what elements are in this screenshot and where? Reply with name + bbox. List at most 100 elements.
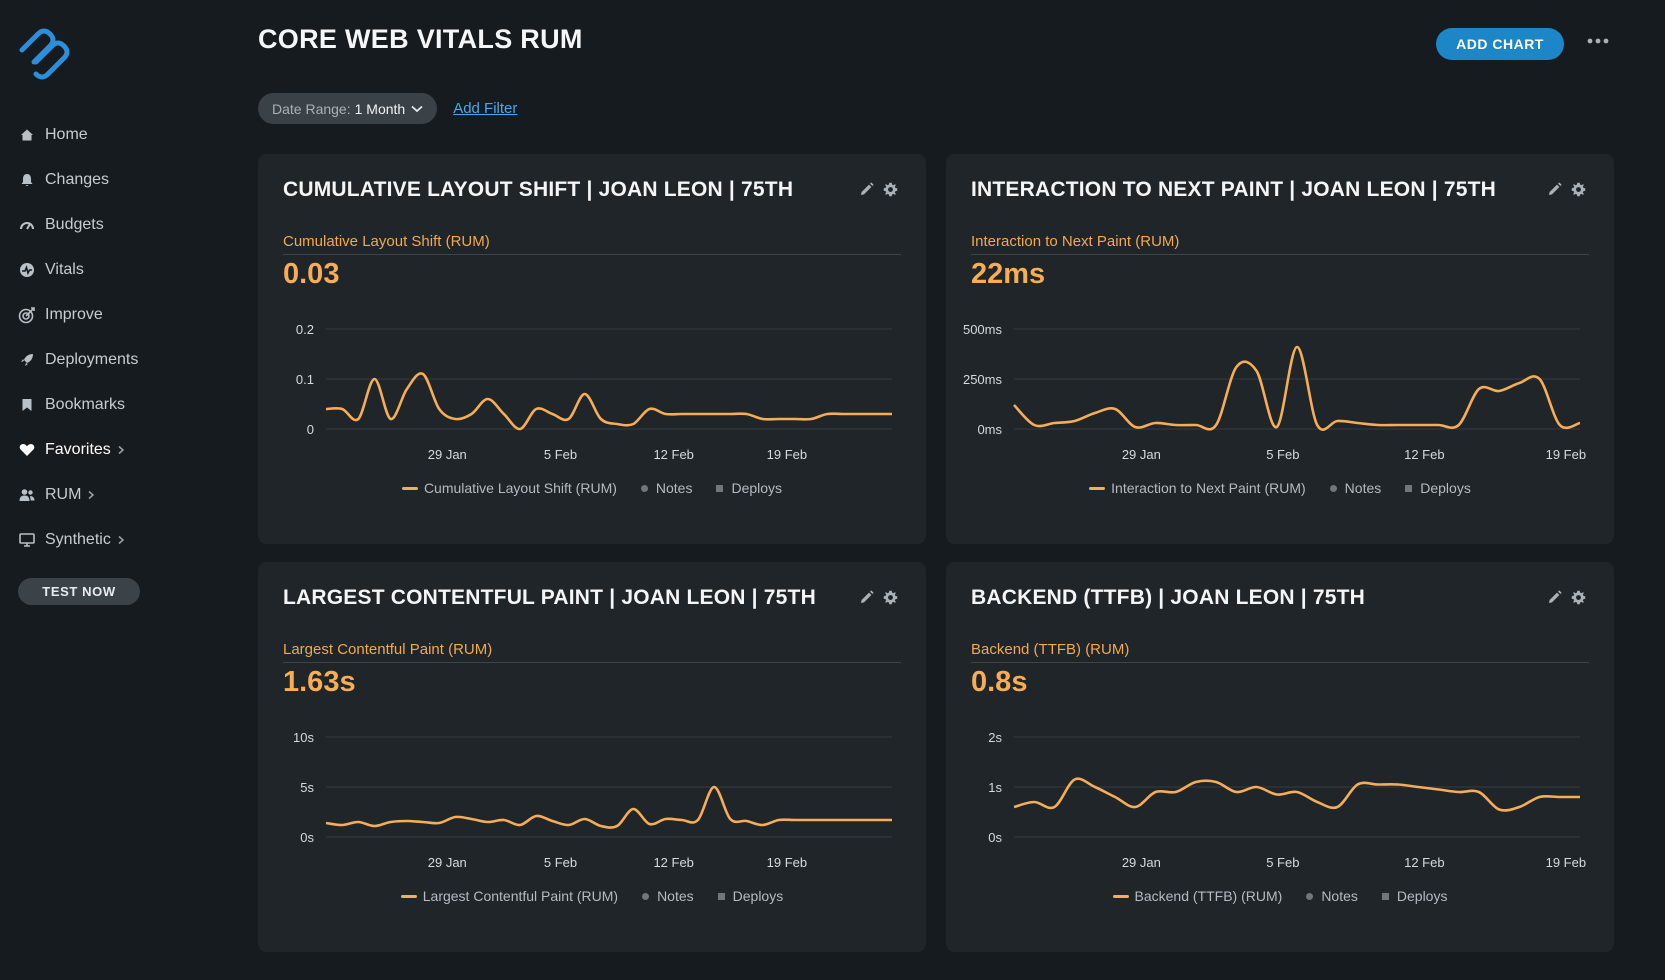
sidebar-item-label: Home [45,125,88,143]
metric-current-value: 22ms [971,258,1046,290]
chevron-right-icon [117,445,127,455]
deploys-square-icon [717,892,725,900]
settings-gear-icon[interactable] [882,181,898,197]
page-title: CORE WEB VITALS RUM [258,24,583,54]
sidebar-nav: Home Changes Budgets Vitals Improve Deploymen… [18,112,138,562]
sidebar-item-bookmarks[interactable]: Bookmarks [18,382,138,427]
metric-label: Backend (TTFB) (RUM) [971,641,1130,658]
sidebar-item-changes[interactable]: Changes [18,157,138,202]
sidebar-item-label: Budgets [45,215,104,233]
legend-deploys-label: Deploys [1420,480,1471,496]
chart-card-ttfb: BACKEND (TTFB) | JOAN LEON | 75TH Backend… [946,562,1614,952]
monitor-icon [18,531,36,549]
metric-divider [971,662,1589,663]
legend-item-notes[interactable]: Notes [1306,888,1358,904]
sidebar-item-budgets[interactable]: Budgets [18,202,138,247]
legend-item-series[interactable]: Interaction to Next Paint (RUM) [1089,480,1306,496]
sidebar-item-rum[interactable]: RUM [18,472,138,517]
pulse-icon [18,261,36,279]
chart-card-actions [1546,589,1586,605]
y-tick-label: 0 [307,422,314,437]
settings-gear-icon[interactable] [882,589,898,605]
legend-item-notes[interactable]: Notes [1329,480,1382,496]
deploys-square-icon [1381,892,1389,900]
sidebar-item-vitals[interactable]: Vitals [18,247,138,292]
x-tick-label: 12 Feb [1404,447,1444,462]
line-chart-ttfb: 2s 1s 0s 29 Jan 5 Feb 12 Feb 19 Feb [988,730,1586,870]
y-tick-label: 500ms [963,322,1003,337]
legend-deploys-label: Deploys [731,480,783,496]
y-tick-label: 0.2 [296,322,314,337]
legend-notes-label: Notes [1344,480,1382,496]
legend-item-notes[interactable]: Notes [640,480,693,496]
sidebar-item-improve[interactable]: Improve [18,292,138,337]
legend-item-series[interactable]: Largest Contentful Paint (RUM) [400,888,618,904]
y-tick-label: 2s [988,730,1002,745]
chart-legend: Backend (TTFB) (RUM) Notes Deploys [946,888,1614,904]
sidebar-item-deployments[interactable]: Deployments [18,337,138,382]
date-range-value: 1 Month [354,100,406,117]
x-tick-label: 29 Jan [428,447,467,462]
legend-item-series[interactable]: Cumulative Layout Shift (RUM) [401,480,617,496]
sidebar: Home Changes Budgets Vitals Improve Deploymen… [0,0,230,980]
y-tick-label: 250ms [963,372,1003,387]
series-line[interactable] [1013,345,1581,431]
chart-legend: Largest Contentful Paint (RUM) Notes Deplo… [258,888,926,904]
add-filter-link[interactable]: Add Filter [453,100,518,117]
chart-card-cls: CUMULATIVE LAYOUT SHIFT | JOAN LEON | 75… [258,154,926,544]
notes-dot-icon [642,892,650,900]
metric-current-value: 0.03 [283,258,340,290]
series-line[interactable] [325,372,892,431]
edit-pencil-icon[interactable] [858,181,874,197]
chart-card-actions [858,589,898,605]
settings-gear-icon[interactable] [1570,181,1586,197]
x-tick-label: 5 Feb [544,855,577,870]
series-line-swatch [400,894,417,898]
legend-item-deploys[interactable]: Deploys [1381,888,1448,904]
legend-item-deploys[interactable]: Deploys [717,888,783,904]
x-tick-label: 29 Jan [428,855,467,870]
x-tick-label: 29 Jan [1122,855,1161,870]
legend-item-deploys[interactable]: Deploys [1405,480,1471,496]
legend-deploys-label: Deploys [1396,888,1448,904]
y-tick-label: 0ms [977,422,1002,437]
heart-icon [18,441,36,459]
chart-card-actions [858,181,898,197]
series-line[interactable] [1013,777,1580,812]
users-icon [18,486,36,504]
legend-series-label: Backend (TTFB) (RUM) [1134,888,1283,904]
chevron-right-icon [87,490,97,500]
legend-item-series[interactable]: Backend (TTFB) (RUM) [1112,888,1283,904]
settings-gear-icon[interactable] [1570,589,1586,605]
sidebar-item-label: Deployments [45,350,139,368]
legend-notes-label: Notes [655,480,693,496]
edit-pencil-icon[interactable] [858,589,874,605]
sidebar-item-label: Bookmarks [45,395,126,413]
date-range-dropdown[interactable]: Date Range: 1 Month [258,93,438,124]
edit-pencil-icon[interactable] [1546,181,1562,197]
more-options-icon[interactable] [1584,32,1612,50]
chart-card-title: LARGEST CONTENTFUL PAINT | JOAN LEON | 7… [283,586,816,609]
y-tick-label: 5s [300,780,314,795]
line-chart-inp: 500ms 250ms 0ms 29 Jan 5 Feb 12 Feb 19 Feb [963,322,1586,462]
legend-item-deploys[interactable]: Deploys [716,480,782,496]
speedcurve-logo-icon[interactable] [16,28,70,80]
sidebar-item-label: Synthetic [45,530,111,548]
metric-label: Cumulative Layout Shift (RUM) [283,233,490,250]
series-line-swatch [1112,894,1129,898]
series-line[interactable] [325,785,892,829]
sidebar-item-synthetic[interactable]: Synthetic [18,517,138,562]
legend-item-notes[interactable]: Notes [642,888,694,904]
y-tick-label: 10s [293,730,314,745]
sidebar-item-favorites[interactable]: Favorites [18,427,138,472]
add-chart-button[interactable]: ADD CHART [1436,28,1564,60]
x-tick-label: 5 Feb [1266,447,1299,462]
target-icon [18,306,36,324]
test-now-button[interactable]: TEST NOW [18,578,140,605]
x-tick-label: 12 Feb [1404,855,1444,870]
edit-pencil-icon[interactable] [1546,589,1562,605]
chart-card-title: BACKEND (TTFB) | JOAN LEON | 75TH [971,586,1366,609]
rocket-icon [18,351,36,369]
x-tick-label: 19 Feb [1546,855,1586,870]
sidebar-item-home[interactable]: Home [18,112,138,157]
